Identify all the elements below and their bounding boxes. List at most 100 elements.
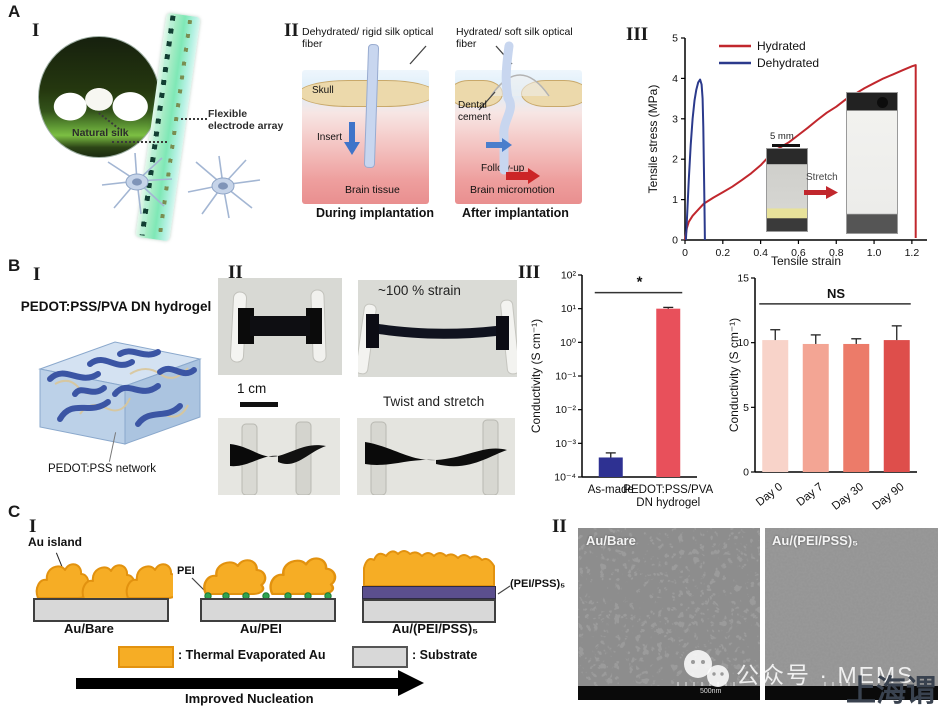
svg-text:0.6: 0.6 — [791, 247, 806, 259]
insert-arrow-icon — [344, 122, 360, 155]
au-film-graphic — [363, 550, 495, 586]
svg-text:NS: NS — [827, 286, 845, 301]
corner-watermark-text: 上海谓尔 — [846, 675, 936, 708]
stretch-arrow-icon — [804, 186, 838, 199]
improved-nucleation-caption: Improved Nucleation — [185, 691, 314, 706]
follow-up-arrow-icon — [486, 138, 512, 152]
hydrogel-title: PEDOT:PSS/PVA DN hydrogel — [20, 299, 212, 314]
during-implantation-caption: During implantation — [316, 206, 435, 220]
svg-text:Tensile stress (MPa): Tensile stress (MPa) — [646, 85, 660, 194]
svg-text:3: 3 — [672, 113, 678, 125]
sem-au-bare-label: Au/Bare — [586, 533, 636, 548]
svg-text:0: 0 — [672, 235, 678, 247]
au-islands-pei-graphic — [203, 557, 337, 600]
scale-1cm-bar — [240, 402, 278, 407]
brain-micromotion-label: Brain micromotion — [470, 184, 555, 196]
svg-text:As-made: As-made — [588, 484, 634, 496]
au-islands-bare-graphic — [35, 563, 173, 600]
svg-text:10⁰: 10⁰ — [560, 337, 577, 349]
panel-a3-numeral: III — [626, 24, 649, 45]
svg-text:Tensile strain: Tensile strain — [771, 254, 841, 268]
hydrogel-photo-twist-stretched — [357, 418, 515, 495]
scale-1cm-label: 1 cm — [237, 381, 267, 396]
svg-text:Day 90: Day 90 — [870, 481, 906, 512]
legend-au-label: : Thermal Evaporated Au — [178, 648, 326, 662]
pei-label: PEI — [177, 565, 195, 577]
svg-text:10⁻⁴: 10⁻⁴ — [554, 472, 576, 484]
au-peipss-caption: Au/(PEI/PSS)₅ — [392, 621, 479, 636]
strain-label: ~100 % strain — [378, 283, 461, 298]
panel-a1-numeral: I — [32, 20, 40, 41]
panel-b3-numeral: III — [518, 262, 541, 283]
svg-text:Day 0: Day 0 — [754, 481, 785, 509]
micromotion-arrow-icon — [506, 168, 540, 184]
pointer-line — [409, 45, 427, 65]
svg-text:10²: 10² — [561, 270, 577, 282]
inset-photo-after — [846, 92, 898, 234]
svg-text:10¹: 10¹ — [561, 303, 577, 315]
pei-pss-layer — [362, 586, 496, 599]
svg-text:2: 2 — [672, 154, 678, 166]
twist-stretch-label: Twist and stretch — [383, 394, 485, 409]
svg-text:1: 1 — [672, 194, 678, 206]
inset-scale-bar — [772, 144, 800, 147]
panel-c-label: C — [8, 502, 21, 521]
inset-scale-label: 5 mm — [770, 131, 794, 142]
svg-text:15: 15 — [737, 273, 749, 285]
brain-tissue-label: Brain tissue — [345, 184, 400, 196]
pointer-line — [181, 118, 207, 120]
substrate-pei — [200, 598, 336, 622]
skull-label: Skull — [312, 85, 334, 96]
au-bare-caption: Au/Bare — [64, 621, 114, 636]
wechat-icon — [684, 650, 729, 687]
svg-text:Conductivity (S cm⁻¹): Conductivity (S cm⁻¹) — [529, 319, 543, 433]
svg-text:10⁻³: 10⁻³ — [555, 438, 576, 450]
dental-cement-label: Dental cement — [458, 100, 491, 123]
panel-a2-numeral: II — [284, 20, 299, 41]
pointer-line — [497, 585, 511, 595]
insert-label: Insert — [317, 132, 343, 143]
svg-text:5: 5 — [672, 33, 678, 45]
panel-c1-numeral: I — [29, 516, 37, 537]
svg-text:Hydrated: Hydrated — [757, 39, 806, 53]
hydrogel-photo-stretched — [358, 280, 517, 377]
svg-text:10: 10 — [737, 337, 749, 349]
dehydrated-fiber-label: Dehydrated/ rigid silk optical fiber — [302, 26, 434, 51]
sem-scalebar-label: 500nm — [700, 688, 722, 695]
arrow-head — [398, 670, 424, 696]
svg-text:5: 5 — [743, 402, 749, 414]
neuron-icon — [101, 152, 173, 215]
panel-c2-numeral: II — [552, 516, 567, 537]
sem-au-peipss-label: Au/(PEI/PSS)₅ — [772, 533, 859, 548]
hydrogel-photo-relaxed — [218, 278, 342, 375]
legend-substrate-label: : Substrate — [412, 648, 478, 662]
hydrogel-photo-twisted — [218, 418, 340, 495]
svg-text:Dehydrated: Dehydrated — [757, 56, 819, 70]
after-implantation-scene: Follow-up Brain micromotion — [455, 70, 582, 204]
svg-text:4: 4 — [672, 73, 678, 85]
fixture-hole-graphic — [877, 97, 888, 108]
svg-text:Conductivity (S cm⁻¹): Conductivity (S cm⁻¹) — [727, 318, 741, 432]
svg-text:*: * — [637, 274, 643, 291]
svg-text:0.2: 0.2 — [716, 247, 731, 259]
legend-substrate-swatch — [352, 646, 408, 668]
pedot-network-label: PEDOT:PSS network — [48, 463, 157, 475]
natural-silk-label: Natural silk — [72, 127, 129, 139]
svg-text:0: 0 — [682, 247, 688, 259]
pei-pss-label: (PEI/PSS)₅ — [510, 578, 566, 590]
svg-text:PEDOT:PSS/PVA: PEDOT:PSS/PVA — [623, 484, 713, 496]
au-island-label: Au island — [28, 535, 83, 549]
substrate-bare — [33, 598, 169, 622]
pointer-line — [112, 141, 167, 143]
sem-au-peipss — [765, 528, 938, 700]
neuron-icon — [187, 155, 261, 219]
svg-text:1.2: 1.2 — [905, 247, 920, 259]
svg-text:Day 30: Day 30 — [830, 481, 866, 512]
svg-text:10⁻¹: 10⁻¹ — [555, 371, 576, 383]
panel-a-label: A — [8, 2, 21, 21]
hydrogel-box-graphic — [38, 341, 202, 445]
panel-b1-numeral: I — [33, 264, 41, 285]
sem-au-bare — [578, 528, 760, 700]
svg-text:1.0: 1.0 — [867, 247, 882, 259]
